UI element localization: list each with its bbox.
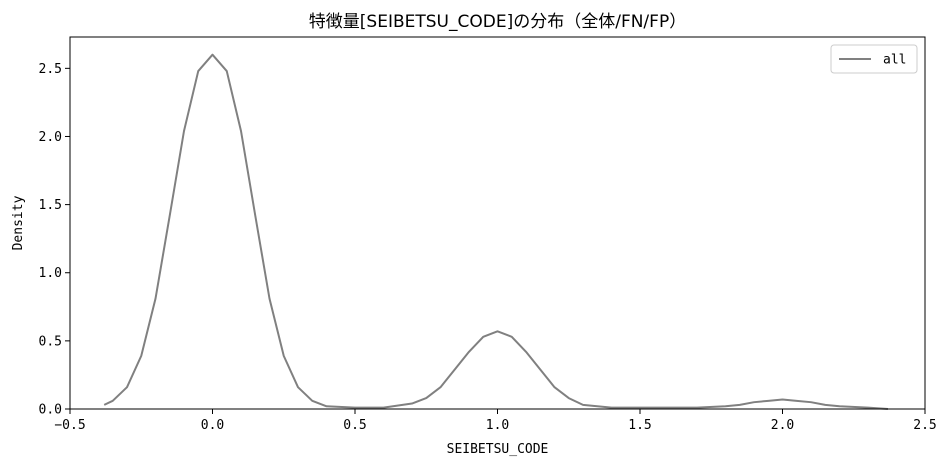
x-tick-label: 0.0 bbox=[201, 418, 224, 433]
chart-title: 特徴量[SEIBETSU_CODE]の分布（全体/FN/FP） bbox=[309, 12, 686, 32]
x-tick-label: 2.0 bbox=[771, 418, 794, 433]
x-tick-label: 1.0 bbox=[486, 418, 509, 433]
x-axis-label: SEIBETSU_CODE bbox=[447, 442, 549, 457]
legend: all bbox=[830, 44, 918, 74]
axes-frame bbox=[69, 36, 926, 410]
x-tick-label: 2.5 bbox=[913, 418, 936, 433]
y-tick-label: 2.0 bbox=[39, 130, 62, 145]
series-line-all bbox=[103, 53, 889, 410]
y-axis-label: Density bbox=[11, 195, 26, 250]
y-axis-ticks: 0.0 0.5 1.0 1.5 2.0 2.5 bbox=[39, 62, 70, 418]
y-tick-label: 0.0 bbox=[39, 403, 62, 418]
plot-area bbox=[103, 53, 889, 410]
x-tick-label: −0.5 bbox=[54, 418, 85, 433]
y-tick-label: 0.5 bbox=[39, 334, 62, 349]
legend-box bbox=[830, 44, 918, 74]
x-tick-label: 0.5 bbox=[343, 418, 366, 433]
x-axis-ticks: −0.5 0.0 0.5 1.0 1.5 2.0 2.5 bbox=[54, 409, 937, 433]
y-tick-label: 1.0 bbox=[39, 266, 62, 281]
legend-label-all: all bbox=[883, 53, 906, 68]
y-tick-label: 1.5 bbox=[39, 198, 62, 213]
x-tick-label: 1.5 bbox=[628, 418, 651, 433]
y-tick-label: 2.5 bbox=[39, 62, 62, 77]
